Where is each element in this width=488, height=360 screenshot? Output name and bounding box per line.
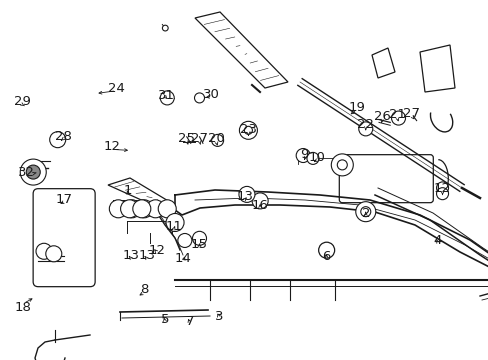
Text: 29: 29 <box>14 95 30 108</box>
Text: 23: 23 <box>240 123 256 136</box>
Text: 7: 7 <box>185 315 194 328</box>
Circle shape <box>26 165 40 179</box>
Text: 12: 12 <box>104 140 121 153</box>
Text: 25: 25 <box>178 132 195 145</box>
Text: 10: 10 <box>308 151 325 164</box>
Circle shape <box>20 159 46 185</box>
Text: 26: 26 <box>373 111 390 123</box>
Circle shape <box>160 91 174 105</box>
Text: 13: 13 <box>237 190 253 203</box>
Text: 12: 12 <box>433 183 450 195</box>
Circle shape <box>391 111 405 125</box>
Text: 13: 13 <box>122 249 139 262</box>
Text: 13: 13 <box>138 249 155 262</box>
Circle shape <box>331 154 352 176</box>
Circle shape <box>135 200 153 218</box>
Text: 18: 18 <box>15 301 32 314</box>
Text: 4: 4 <box>432 234 441 247</box>
Circle shape <box>158 200 176 218</box>
Circle shape <box>436 182 447 194</box>
Text: 27: 27 <box>403 107 419 120</box>
Text: 3: 3 <box>214 310 223 323</box>
Circle shape <box>123 200 141 218</box>
Text: 17: 17 <box>56 193 73 206</box>
Circle shape <box>109 200 127 218</box>
Circle shape <box>162 25 168 31</box>
Text: 24: 24 <box>108 82 124 95</box>
Circle shape <box>239 186 254 202</box>
Text: 6: 6 <box>322 250 330 263</box>
Text: 11: 11 <box>165 220 182 233</box>
Text: 32: 32 <box>19 166 35 179</box>
Text: 2: 2 <box>361 207 369 220</box>
Circle shape <box>318 242 334 258</box>
Text: 14: 14 <box>175 252 191 265</box>
Text: 19: 19 <box>348 101 365 114</box>
Circle shape <box>121 200 138 218</box>
Text: 21: 21 <box>388 108 405 121</box>
Circle shape <box>252 193 267 209</box>
Circle shape <box>244 126 252 134</box>
Circle shape <box>50 132 65 148</box>
Circle shape <box>355 202 375 222</box>
Circle shape <box>306 152 318 165</box>
Text: 22: 22 <box>357 118 373 131</box>
Text: 31: 31 <box>158 89 174 102</box>
Circle shape <box>239 121 257 139</box>
Circle shape <box>166 213 183 231</box>
Circle shape <box>194 93 204 103</box>
Circle shape <box>296 149 309 162</box>
Circle shape <box>133 200 150 218</box>
Circle shape <box>36 243 52 259</box>
Circle shape <box>178 234 191 247</box>
Circle shape <box>358 122 372 136</box>
Circle shape <box>211 134 223 147</box>
Circle shape <box>360 207 370 217</box>
Text: 9: 9 <box>299 148 308 161</box>
Circle shape <box>337 160 346 170</box>
Text: 15: 15 <box>191 238 207 251</box>
Text: 5: 5 <box>161 313 169 326</box>
Text: 20: 20 <box>207 132 224 145</box>
Text: 16: 16 <box>251 199 268 212</box>
Circle shape <box>436 188 447 200</box>
Text: 8: 8 <box>140 283 148 296</box>
Text: 27: 27 <box>191 132 207 145</box>
Circle shape <box>146 200 164 218</box>
Text: 12: 12 <box>149 244 165 257</box>
Text: 1: 1 <box>123 184 132 197</box>
Text: 30: 30 <box>203 88 219 101</box>
Circle shape <box>192 231 206 245</box>
Text: 28: 28 <box>55 130 72 143</box>
Circle shape <box>46 246 61 262</box>
